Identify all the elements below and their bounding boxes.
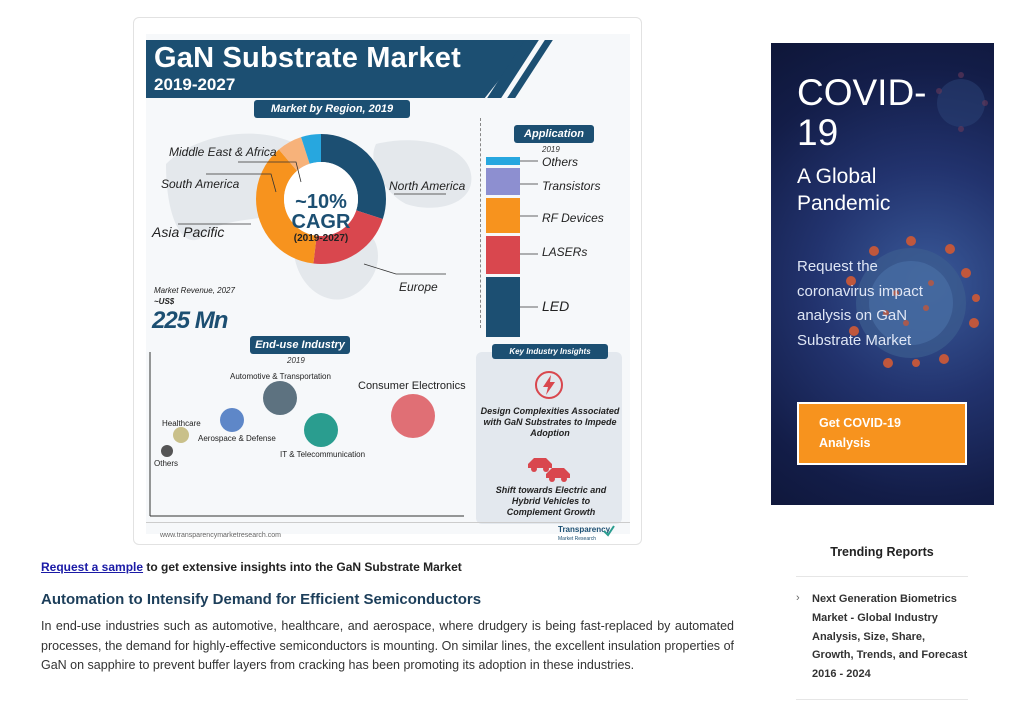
region-label-asia-pacific: Asia Pacific [152, 224, 225, 240]
infographic-title: GaN Substrate Market [154, 42, 461, 74]
application-label-lasers: LASERs [542, 245, 588, 259]
trending-divider [796, 576, 968, 577]
virus-icon-small [936, 72, 988, 132]
trending-item-label[interactable]: Next Generation Biometrics Market - Glob… [812, 593, 968, 681]
donut-segment-europe [256, 134, 386, 264]
region-label-europe: Europe [399, 280, 438, 294]
covid-subtitle: A Global Pandemic [797, 163, 917, 217]
application-label-rf-devices: RF Devices [542, 211, 604, 225]
enduse-label-it: IT & Telecommunication [280, 450, 366, 459]
application-label-others: Others [542, 155, 579, 169]
virus-icon [846, 236, 980, 368]
region-label-south-america: South America [161, 177, 240, 191]
application-year: 2019 [542, 145, 560, 154]
enduse-label-aerospace: Aerospace & Defense [198, 434, 276, 443]
revenue-label: Market Revenue, 2027 [154, 286, 235, 295]
enduse-pill: End-use Industry [250, 336, 350, 354]
infographic-footer-rule [146, 522, 630, 523]
application-stacked-bar [486, 157, 538, 337]
cagr-label: CAGR [291, 211, 351, 233]
insight-2-text: Shift towards Electric and Hybrid Vehicl… [495, 485, 607, 517]
revenue-prefix: ~US$ [154, 297, 175, 306]
bubble-others [161, 445, 173, 457]
app-bar-others [486, 157, 520, 165]
lightning-icon [535, 371, 563, 399]
enduse-label-automotive: Automotive & Transportation [230, 372, 331, 381]
covid-subtitle-text: A Global Pandemic [797, 165, 891, 215]
infographic-image: GaN Substrate Market 2019-2027 Market by… [146, 34, 630, 542]
covid-banner[interactable]: COVID-19 A Global Pandemic Request the c… [771, 43, 994, 505]
bubble-automotive [263, 381, 297, 415]
bubble-healthcare [173, 427, 189, 443]
revenue-value: 225 Mn [152, 307, 228, 334]
cagr-value: ~10% [295, 191, 347, 213]
app-bar-lasers [486, 236, 520, 274]
region-label-north-america: North America [389, 179, 466, 193]
trending-divider [796, 699, 968, 700]
region-leader-lines [178, 161, 446, 275]
region-donut-chart [256, 134, 386, 264]
get-covid-analysis-button[interactable]: Get COVID-19 Analysis [797, 402, 967, 465]
region-pill: Market by Region, 2019 [254, 100, 410, 118]
bubble-it-telecom [304, 413, 338, 447]
enduse-year: 2019 [287, 356, 305, 365]
enduse-label-others: Others [154, 459, 179, 468]
brand-logo-text: Transparency [558, 525, 611, 534]
enduse-label-healthcare: Healthcare [162, 419, 201, 428]
application-divider [480, 118, 481, 328]
trending-title: Trending Reports [830, 545, 934, 559]
bubble-consumer-electronics [391, 394, 435, 438]
cagr-years: (2019-2027) [293, 233, 349, 244]
covid-title-text: COVID-19 [797, 72, 927, 153]
section-heading: Automation to Intensify Demand for Effic… [41, 591, 482, 608]
region-label-middle-east: Middle East & Africa [169, 145, 277, 159]
bubble-aerospace [220, 408, 244, 432]
title-banner [146, 40, 531, 98]
enduse-bubble-chart [149, 352, 464, 517]
covid-title: COVID-19 [797, 73, 937, 153]
infographic-card: GaN Substrate Market 2019-2027 Market by… [133, 17, 642, 545]
brand-logo-sub: Market Research [558, 536, 597, 542]
application-pill: Application [514, 125, 594, 143]
insight-1-text: Design Complexities Associated with GaN … [480, 406, 620, 438]
request-sample-line: Request a sample to get extensive insigh… [41, 560, 462, 574]
app-bar-rf-devices [486, 198, 520, 233]
brand-logo-icon [603, 525, 615, 537]
infographic-years: 2019-2027 [154, 75, 236, 94]
app-bar-led [486, 277, 520, 337]
donut-segment-asia-pacific [256, 134, 386, 264]
vehicles-icon [528, 458, 570, 482]
app-bar-transistors [486, 168, 520, 195]
donut-segment-middle-east [256, 134, 386, 264]
application-label-led: LED [542, 298, 570, 314]
covid-description: Request the coronavirus impact analysis … [797, 258, 923, 349]
request-sample-link[interactable]: Request a sample [41, 560, 144, 574]
request-sample-text: to get extensive insights into the GaN S… [143, 560, 462, 574]
application-label-transistors: Transistors [542, 179, 601, 193]
chevron-right-icon: › [796, 592, 800, 604]
section-body: In end-use industries such as automotive… [41, 619, 734, 672]
insights-pill: Key Industry Insights [492, 344, 608, 359]
enduse-label-consumer: Consumer Electronics [358, 380, 466, 392]
footer-url: www.transparencymarketresearch.com [160, 532, 281, 539]
